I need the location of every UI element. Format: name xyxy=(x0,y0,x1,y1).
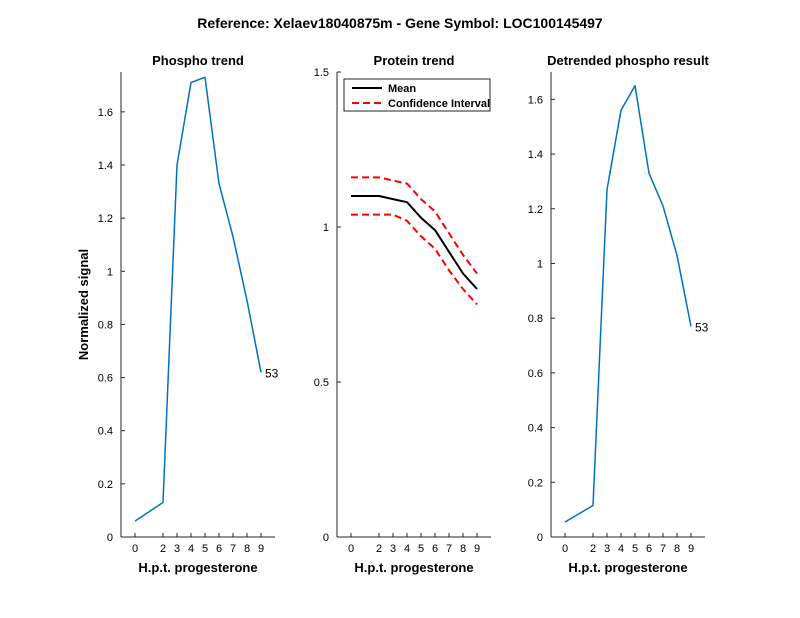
phospho-y-tick-label: 0.6 xyxy=(98,373,113,385)
protein-x-tick-label: 4 xyxy=(404,543,410,555)
protein-series-1-line xyxy=(351,176,478,275)
protein-x-tick-label: 9 xyxy=(474,543,480,555)
protein-y-tick-label: 0.5 xyxy=(314,377,329,389)
detrended-phospho-panel: 0 2 3 4 5 6 7 8 9 0 0.2 0.4 0.6 0.8 1 1.2 1.4 1.6 Detrende… xyxy=(528,53,710,575)
detrended-y-tick-label: 0.2 xyxy=(528,477,543,489)
phospho-trend-panel: 0 2 3 4 5 6 7 8 9 0 0.2 0.4 0.6 0.8 1 1.2 1.4 1.6 Phospho … xyxy=(76,53,279,575)
phospho-x-tick-label: 7 xyxy=(230,543,236,555)
detrended-x-tick-label: 2 xyxy=(590,543,596,555)
phospho-panel-title: Phospho trend xyxy=(152,53,244,68)
protein-series-2-line xyxy=(351,213,478,306)
protein-series-0-line xyxy=(351,195,478,290)
protein-x-tick-label: 3 xyxy=(390,543,396,555)
protein-trend-panel: 0 2 3 4 5 6 7 8 9 0 0.5 1 1.5 Protein trend H.p.t. pro… xyxy=(314,53,491,575)
legend-label-1: Confidence Interval xyxy=(388,98,490,110)
phospho-x-tick-label: 4 xyxy=(188,543,194,555)
detrended-x-tick-label: 8 xyxy=(674,543,680,555)
protein-x-tick-label: 8 xyxy=(460,543,466,555)
detrended-series-0-line xyxy=(564,84,692,523)
phospho-series-0-line xyxy=(134,76,262,522)
detrended-x-tick-label: 6 xyxy=(646,543,652,555)
phospho-x-tick-label: 6 xyxy=(216,543,222,555)
detrended-x-tick-label: 5 xyxy=(632,543,638,555)
phospho-y-tick-label: 0.8 xyxy=(98,319,113,331)
detrended-y-tick-label: 0.6 xyxy=(528,368,543,380)
protein-x-axis-label: H.p.t. progesterone xyxy=(354,560,473,575)
detrended-panel-title: Detrended phospho result xyxy=(547,53,709,68)
protein-legend: Mean Confidence Interval xyxy=(343,78,491,112)
protein-x-tick-label: 5 xyxy=(418,543,424,555)
phospho-y-axis-label: Normalized signal xyxy=(76,249,91,360)
phospho-x-tick-label: 0 xyxy=(132,543,138,555)
detrended-x-tick-label: 0 xyxy=(562,543,568,555)
figure-title: Reference: Xelaev18040875m - Gene Symbol… xyxy=(197,15,603,31)
detrended-y-tick-label: 1 xyxy=(537,258,543,270)
phospho-y-tick-label: 0.2 xyxy=(98,479,113,491)
protein-panel-title: Protein trend xyxy=(374,53,455,68)
protein-y-tick-label: 0 xyxy=(323,532,329,544)
phospho-point-annotation: 53 xyxy=(265,366,279,380)
phospho-y-tick-label: 1 xyxy=(107,266,113,278)
legend-label-0: Mean xyxy=(388,83,416,95)
legend-box xyxy=(343,78,491,112)
detrended-x-tick-label: 9 xyxy=(688,543,694,555)
detrended-x-tick-label: 3 xyxy=(604,543,610,555)
phospho-x-tick-label: 2 xyxy=(160,543,166,555)
phospho-x-tick-label: 5 xyxy=(202,543,208,555)
phospho-x-tick-label: 3 xyxy=(174,543,180,555)
detrended-y-tick-label: 0.4 xyxy=(528,423,543,435)
detrended-y-tick-label: 0.8 xyxy=(528,313,543,325)
phospho-y-tick-label: 0.4 xyxy=(98,426,113,438)
detrended-x-tick-label: 4 xyxy=(618,543,624,555)
protein-x-tick-label: 6 xyxy=(432,543,438,555)
detrended-x-axis-label: H.p.t. progesterone xyxy=(568,560,687,575)
phospho-y-tick-label: 1.2 xyxy=(98,213,113,225)
protein-y-tick-label: 1 xyxy=(323,222,329,234)
protein-x-tick-label: 2 xyxy=(376,543,382,555)
phospho-x-tick-label: 8 xyxy=(244,543,250,555)
detrended-y-tick-label: 1.2 xyxy=(528,204,543,216)
detrended-y-tick-label: 0 xyxy=(537,532,543,544)
detrended-point-annotation: 53 xyxy=(695,320,709,334)
detrended-y-tick-label: 1.6 xyxy=(528,94,543,106)
detrended-x-tick-label: 7 xyxy=(660,543,666,555)
phospho-y-tick-label: 1.6 xyxy=(98,107,113,119)
protein-x-tick-label: 0 xyxy=(348,543,354,555)
protein-x-tick-label: 7 xyxy=(446,543,452,555)
detrended-y-tick-label: 1.4 xyxy=(528,149,543,161)
phospho-y-tick-label: 1.4 xyxy=(98,160,113,172)
phospho-y-tick-label: 0 xyxy=(107,532,113,544)
phospho-x-tick-label: 9 xyxy=(258,543,264,555)
phospho-x-axis-label: H.p.t. progesterone xyxy=(138,560,257,575)
protein-y-tick-label: 1.5 xyxy=(314,67,329,79)
